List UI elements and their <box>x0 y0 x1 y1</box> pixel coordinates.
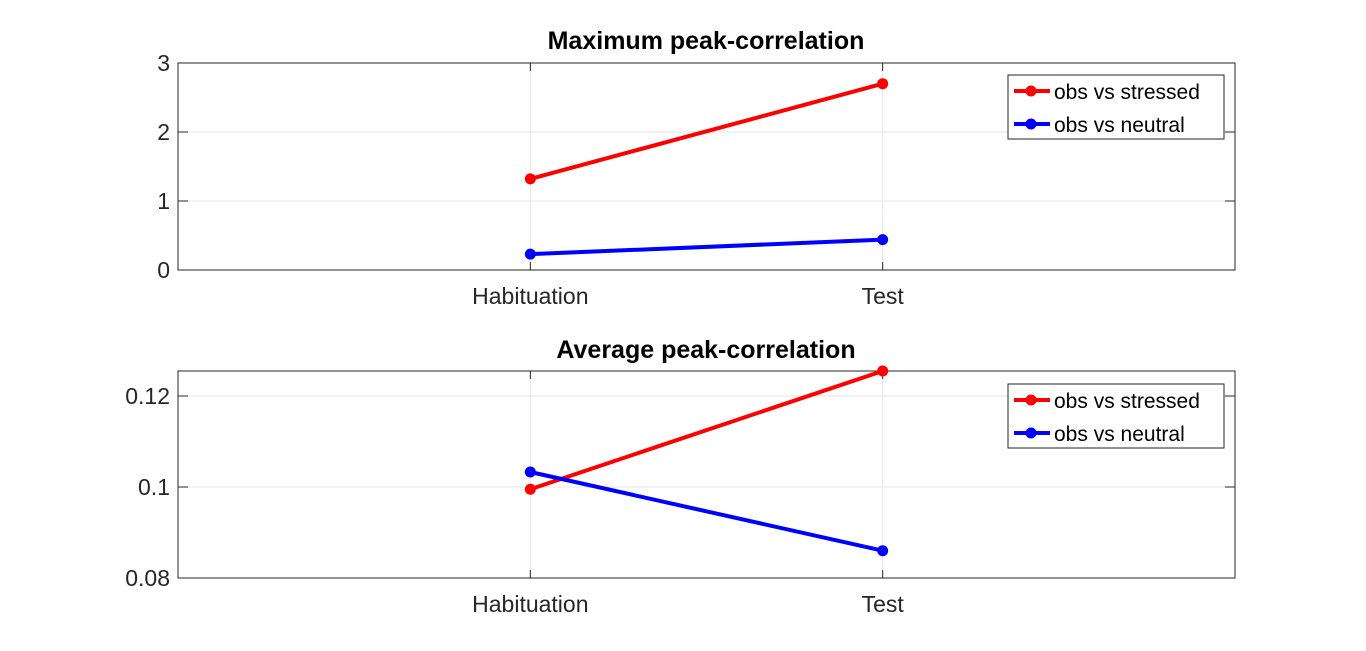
legend-label-neutral: obs vs neutral <box>1054 423 1185 446</box>
legend-marker-stressed <box>1025 85 1037 97</box>
data-point-obs-vs-stressed <box>524 483 536 495</box>
data-point-obs-vs-neutral <box>877 545 889 557</box>
y-tick-label: 0 <box>157 257 170 283</box>
x-tick-label: Test <box>862 591 905 617</box>
series-line-obs-vs-neutral <box>530 237 883 257</box>
legend-box <box>1007 383 1225 449</box>
series-line-obs-vs-neutral <box>529 470 884 553</box>
x-tick-label: Test <box>862 283 905 309</box>
legend-marker-neutral <box>1025 118 1037 130</box>
x-tick-label: Habituation <box>472 283 588 309</box>
y-tick-label: 0.12 <box>125 383 170 409</box>
y-tick-label: 1 <box>157 188 170 214</box>
y-tick-label: 3 <box>157 50 170 76</box>
legend-label-neutral: obs vs neutral <box>1054 114 1185 137</box>
legend-marker-neutral <box>1025 427 1037 439</box>
data-point-obs-vs-neutral <box>877 234 889 246</box>
data-point-obs-vs-stressed <box>524 173 536 185</box>
plot-area <box>177 62 1236 271</box>
data-point-obs-vs-stressed <box>877 365 889 377</box>
legend: obs vs stressed obs vs neutral <box>1007 383 1225 449</box>
data-point-obs-vs-neutral <box>524 248 536 260</box>
legend-marker-stressed <box>1025 394 1037 406</box>
chart-title: Maximum peak-correlation <box>548 27 865 55</box>
series-line-obs-vs-stressed <box>529 81 884 181</box>
chart-average-peak-correlation: Average peak-correlation Habituation Test… <box>125 336 1236 617</box>
data-point-obs-vs-neutral <box>524 466 536 478</box>
legend-label-stressed: obs vs stressed <box>1054 390 1200 413</box>
plot-area <box>177 370 1236 579</box>
chart-title: Average peak-correlation <box>556 336 855 364</box>
chart-maximum-peak-correlation: Maximum peak-correlation Habituation Test… <box>157 27 1236 309</box>
y-tick-label: 2 <box>157 119 170 145</box>
y-tick-label: 0.08 <box>125 565 170 591</box>
legend-box <box>1007 74 1225 140</box>
legend-label-stressed: obs vs stressed <box>1054 81 1200 104</box>
data-point-obs-vs-stressed <box>877 78 889 90</box>
x-tick-label: Habituation <box>472 591 588 617</box>
legend: obs vs stressed obs vs neutral <box>1007 74 1225 140</box>
series-line-obs-vs-stressed <box>529 369 884 492</box>
y-tick-label: 0.1 <box>138 474 170 500</box>
